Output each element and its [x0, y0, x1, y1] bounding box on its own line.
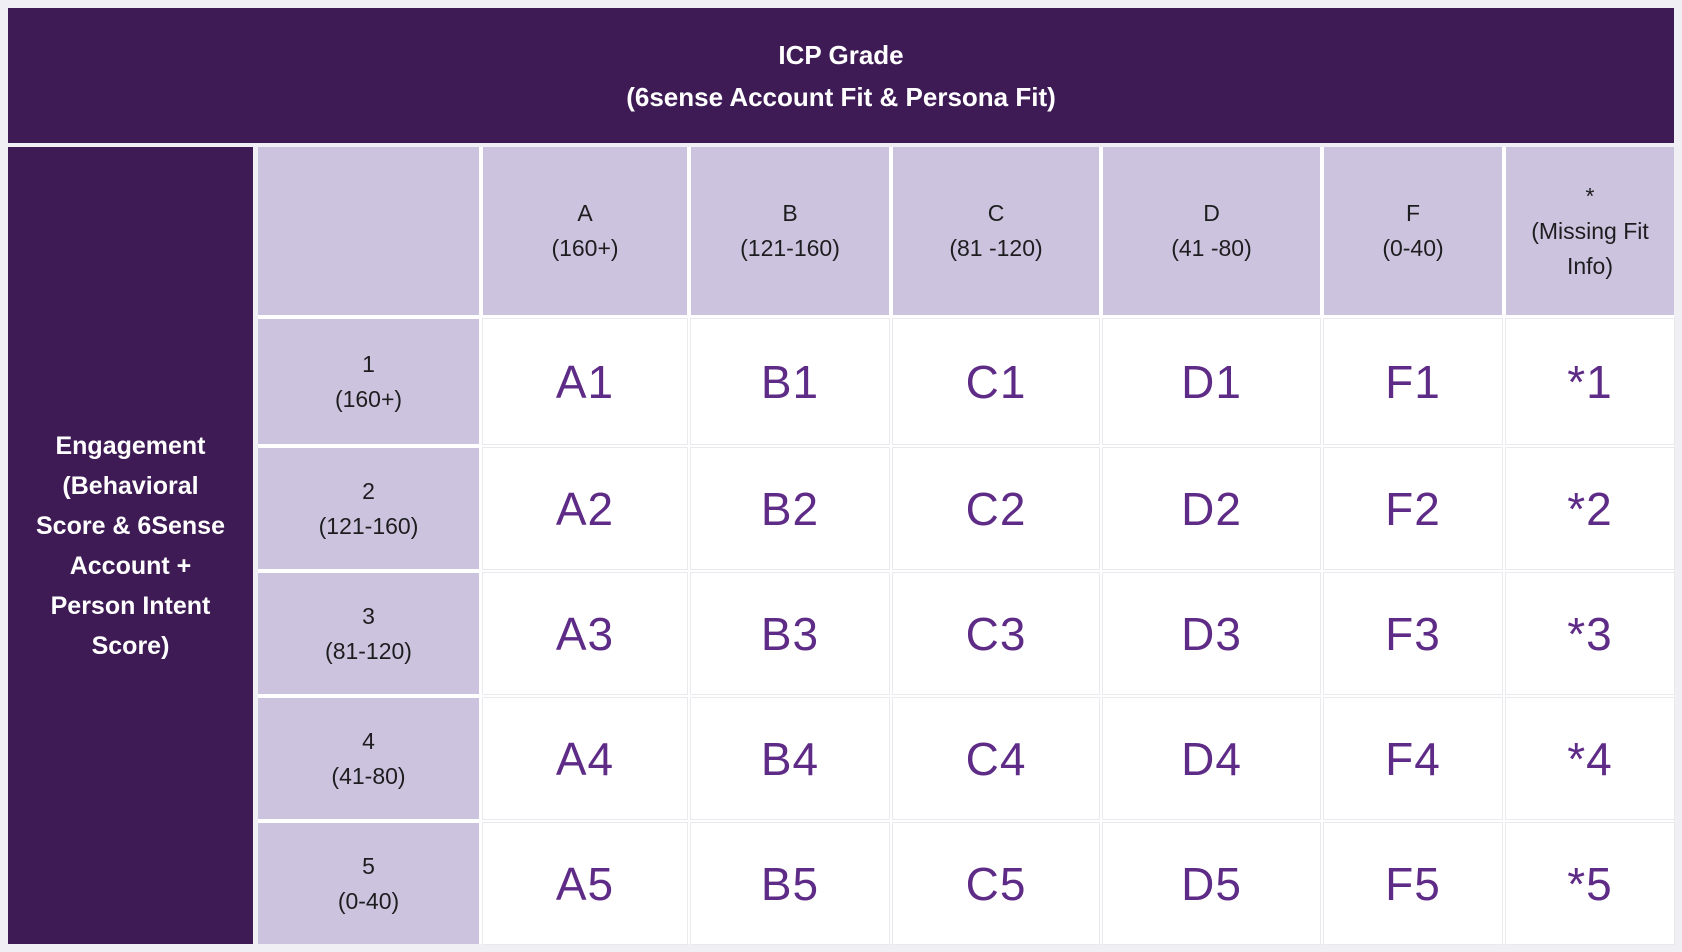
row-header-2: 2 (121-160): [258, 448, 479, 569]
row-range-label: (81-120): [325, 637, 412, 664]
matrix-header-banner: ICP Grade (6sense Account Fit & Persona …: [8, 8, 1674, 143]
cell-a4: A4: [482, 697, 688, 820]
cell-c1: C1: [892, 318, 1100, 445]
cell-a3: A3: [482, 572, 688, 695]
column-range-label: (160+): [551, 235, 619, 261]
matrix-body: Engagement (Behavioral Score & 6Sense Ac…: [8, 147, 1675, 945]
cell-d2: D2: [1102, 447, 1321, 570]
column-grade-label: C: [987, 200, 1005, 226]
row-header-1: 1 (160+): [258, 319, 479, 444]
column-header-a: A (160+): [483, 147, 687, 315]
cell-star-1: *1: [1505, 318, 1675, 445]
cell-c3: C3: [892, 572, 1100, 695]
cell-f3: F3: [1323, 572, 1503, 695]
cell-a5: A5: [482, 822, 688, 945]
row-header-4: 4 (41-80): [258, 698, 479, 819]
row-level-label: 1: [362, 350, 375, 377]
column-grade-label: D: [1203, 200, 1220, 226]
column-range-label: (Missing Fit Info): [1531, 217, 1649, 279]
row-level-label: 3: [362, 602, 375, 629]
row-level-label: 4: [362, 727, 375, 754]
column-header-f: F (0-40): [1324, 147, 1502, 315]
row-header-3: 3 (81-120): [258, 573, 479, 694]
column-header-c: C (81 -120): [893, 147, 1099, 315]
cell-b5: B5: [690, 822, 890, 945]
row-range-label: (121-160): [318, 512, 419, 539]
cell-star-5: *5: [1505, 822, 1675, 945]
column-range-label: (41 -80): [1171, 235, 1252, 261]
row-range-label: (0-40): [337, 887, 400, 914]
column-range-label: (81 -120): [949, 235, 1043, 261]
matrix-subtitle: (6sense Account Fit & Persona Fit): [626, 81, 1056, 112]
cell-d3: D3: [1102, 572, 1321, 695]
grade-grid: A (160+) B (121-160) C (81 -120) D (41 -…: [258, 147, 1675, 945]
column-grade-label: A: [577, 200, 593, 226]
cell-b1: B1: [690, 318, 890, 445]
cell-d1: D1: [1102, 318, 1321, 445]
cell-b4: B4: [690, 697, 890, 820]
matrix-title: ICP Grade: [778, 39, 904, 70]
engagement-axis-label: Engagement (Behavioral Score & 6Sense Ac…: [36, 431, 225, 660]
row-header-5: 5 (0-40): [258, 823, 479, 944]
cell-d4: D4: [1102, 697, 1321, 820]
cell-b3: B3: [690, 572, 890, 695]
column-header-missing-fit: * (Missing Fit Info): [1506, 147, 1674, 315]
column-header-b: B (121-160): [691, 147, 889, 315]
column-range-label: (0-40): [1382, 235, 1444, 261]
cell-f1: F1: [1323, 318, 1503, 445]
cell-star-3: *3: [1505, 572, 1675, 695]
column-grade-label: *: [1585, 182, 1595, 209]
cell-c5: C5: [892, 822, 1100, 945]
row-level-label: 5: [362, 852, 375, 879]
cell-f5: F5: [1323, 822, 1503, 945]
cell-a1: A1: [482, 318, 688, 445]
column-range-label: (121-160): [740, 235, 840, 261]
corner-cell: [258, 147, 479, 315]
row-level-label: 2: [362, 477, 375, 504]
row-range-label: (160+): [334, 385, 403, 412]
engagement-axis-panel: Engagement (Behavioral Score & 6Sense Ac…: [8, 147, 253, 944]
cell-c4: C4: [892, 697, 1100, 820]
cell-a2: A2: [482, 447, 688, 570]
cell-f2: F2: [1323, 447, 1503, 570]
cell-star-4: *4: [1505, 697, 1675, 820]
row-range-label: (41-80): [331, 762, 406, 789]
column-header-d: D (41 -80): [1103, 147, 1320, 315]
cell-f4: F4: [1323, 697, 1503, 820]
column-grade-label: F: [1405, 200, 1421, 226]
cell-c2: C2: [892, 447, 1100, 570]
column-grade-label: B: [782, 200, 798, 226]
cell-b2: B2: [690, 447, 890, 570]
cell-star-2: *2: [1505, 447, 1675, 570]
cell-d5: D5: [1102, 822, 1321, 945]
